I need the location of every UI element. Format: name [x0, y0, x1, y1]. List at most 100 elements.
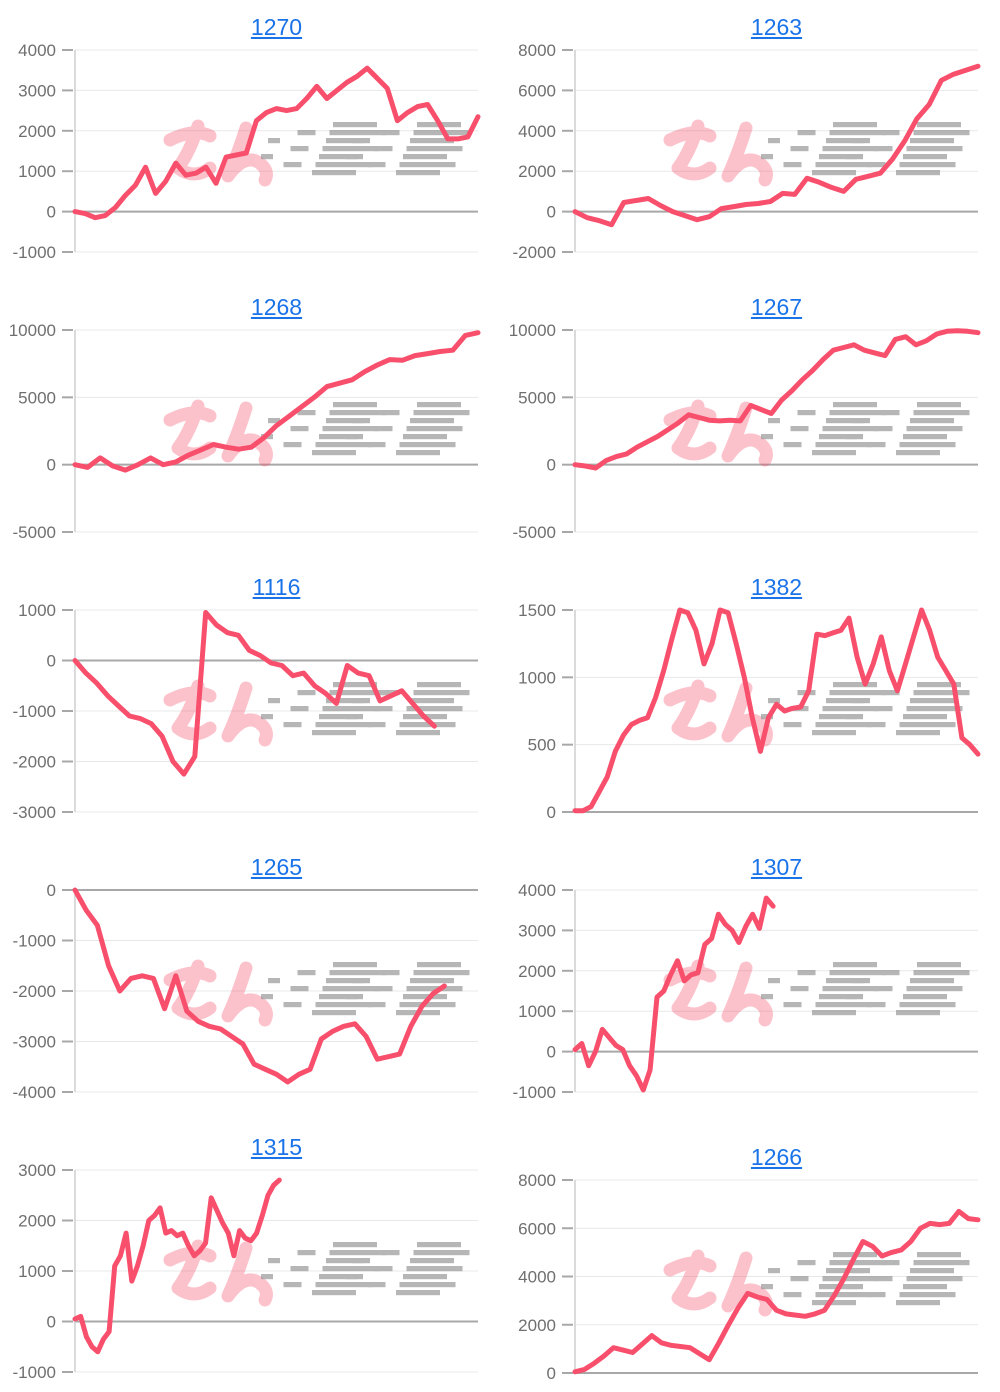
- watermark-logo: [663, 119, 970, 187]
- chart-title-row: 1382: [575, 574, 978, 600]
- machine-number-link[interactable]: 1116: [252, 574, 301, 600]
- slump-graph: 4000 3000 2000 1000 0 -1000: [513, 881, 978, 1102]
- machine-number-link[interactable]: 1267: [750, 294, 803, 320]
- y-tick-label: 4000: [518, 881, 556, 900]
- machine-number-link[interactable]: 1266: [750, 1144, 803, 1170]
- y-tick-label: 6000: [518, 1219, 556, 1238]
- series-line: [572, 1208, 981, 1375]
- watermark-gray-text: [261, 1242, 470, 1296]
- chart-title-row: 1315: [75, 1134, 478, 1160]
- watermark-pink-text: [163, 959, 273, 1027]
- watermark-logo: [663, 679, 970, 747]
- slump-graph: 1000 0 -1000 -2000 -3000: [13, 601, 478, 822]
- y-tick-label: 0: [547, 203, 556, 222]
- chart-cell: 1263 8000 6000 4000 2000 0 -2000: [500, 0, 1000, 280]
- watermark-gray-text: [261, 682, 470, 736]
- slump-graph: 10000 5000 0 -5000: [9, 321, 481, 542]
- chart-title-row: 1263: [575, 14, 978, 40]
- y-tick-label: 2000: [518, 162, 556, 181]
- machine-number-link[interactable]: 1315: [250, 1134, 303, 1160]
- chart-cell: 1270 4000 3000 2000 1000 0 -1000: [0, 0, 500, 280]
- y-tick-label: 2000: [18, 1212, 56, 1231]
- y-tick-label: 1000: [18, 162, 56, 181]
- watermark-gray-text: [761, 1252, 970, 1306]
- chart-title-row: 1265: [75, 854, 478, 880]
- y-tick-label: -5000: [513, 523, 556, 542]
- chart-title-row: 1266: [575, 1144, 978, 1170]
- chart-cell: 1315 3000 2000 1000 0 -1000: [0, 1120, 500, 1392]
- watermark-logo: [163, 399, 470, 467]
- machine-number-link[interactable]: 1263: [750, 14, 803, 40]
- y-tick-label: 1000: [518, 668, 556, 687]
- y-tick-label: 0: [47, 1313, 56, 1332]
- watermark-gray-text: [761, 962, 970, 1016]
- y-tick-label: -2000: [13, 982, 56, 1001]
- y-tick-label: 4000: [18, 41, 56, 60]
- machine-number-link[interactable]: 1270: [250, 14, 303, 40]
- y-tick-label: 0: [47, 881, 56, 900]
- slump-graph: 1500 1000 500 0: [518, 601, 981, 822]
- watermark-logo: [163, 679, 470, 747]
- chart-cell: 1267 10000 5000 0 -5000: [500, 280, 1000, 560]
- watermark-logo: [663, 1249, 970, 1317]
- series-line: [72, 1177, 282, 1355]
- chart-cell: 1266 8000 6000 4000 2000 0: [500, 1120, 1000, 1392]
- machine-number-link[interactable]: 1382: [750, 574, 803, 600]
- y-tick-label: 10000: [509, 321, 556, 340]
- chart-cell: 1268 10000 5000 0 -5000: [0, 280, 500, 560]
- watermark-pink-text: [663, 1249, 773, 1317]
- chart-title-row: 1270: [75, 14, 478, 40]
- series-line: [72, 610, 437, 777]
- slump-graph: 8000 6000 4000 2000 0: [518, 1171, 981, 1383]
- series-line: [572, 328, 981, 471]
- slump-graph: 8000 6000 4000 2000 0 -2000: [513, 41, 981, 262]
- machine-number-link[interactable]: 1265: [250, 854, 303, 880]
- y-tick-label: 0: [547, 1043, 556, 1062]
- y-tick-label: 1500: [518, 601, 556, 620]
- y-tick-label: 4000: [518, 122, 556, 141]
- watermark-pink-text: [663, 399, 773, 467]
- y-tick-label: -4000: [13, 1083, 56, 1102]
- y-tick-label: 0: [47, 456, 56, 475]
- y-tick-label: -1000: [13, 243, 56, 262]
- chart-title-row: 1116: [75, 574, 478, 600]
- watermark-pink-text: [163, 679, 273, 747]
- watermark-gray-text: [761, 402, 970, 456]
- series-line: [572, 63, 981, 228]
- y-tick-label: 10000: [9, 321, 56, 340]
- slump-graph: 4000 3000 2000 1000 0 -1000: [13, 41, 481, 262]
- series-line: [72, 65, 481, 221]
- y-tick-label: 0: [547, 1364, 556, 1383]
- y-tick-label: 1000: [518, 1002, 556, 1021]
- watermark-gray-text: [761, 682, 970, 736]
- y-tick-label: 0: [547, 803, 556, 822]
- chart-cell: 1265 0 -1000 -2000 -3000 -4000: [0, 840, 500, 1120]
- slump-graph: 0 -1000 -2000 -3000 -4000: [13, 881, 478, 1102]
- y-tick-label: 0: [547, 456, 556, 475]
- machine-number-link[interactable]: 1307: [750, 854, 803, 880]
- watermark-pink-text: [163, 399, 273, 467]
- chart-title-row: 1268: [75, 294, 478, 320]
- machine-number-link[interactable]: 1268: [250, 294, 303, 320]
- y-tick-label: 8000: [518, 41, 556, 60]
- y-tick-label: 3000: [18, 1161, 56, 1180]
- watermark-gray-text: [261, 402, 470, 456]
- watermark-logo: [663, 399, 970, 467]
- y-tick-label: -1000: [513, 1083, 556, 1102]
- y-tick-label: 0: [47, 652, 56, 671]
- series-line: [72, 330, 481, 473]
- y-tick-label: 5000: [18, 388, 56, 407]
- y-tick-label: 2000: [518, 1316, 556, 1335]
- watermark-logo: [663, 959, 970, 1027]
- y-tick-label: 2000: [18, 122, 56, 141]
- series-line: [572, 895, 776, 1093]
- y-tick-label: 8000: [518, 1171, 556, 1190]
- chart-title-row: 1267: [575, 294, 978, 320]
- y-tick-label: -3000: [13, 803, 56, 822]
- chart-cell: 1382 1500 1000 500 0: [500, 560, 1000, 840]
- y-tick-label: -3000: [13, 1033, 56, 1052]
- chart-cell: 1307 4000 3000 2000 1000 0 -1000: [500, 840, 1000, 1120]
- y-tick-label: 0: [47, 203, 56, 222]
- series-line: [572, 607, 981, 814]
